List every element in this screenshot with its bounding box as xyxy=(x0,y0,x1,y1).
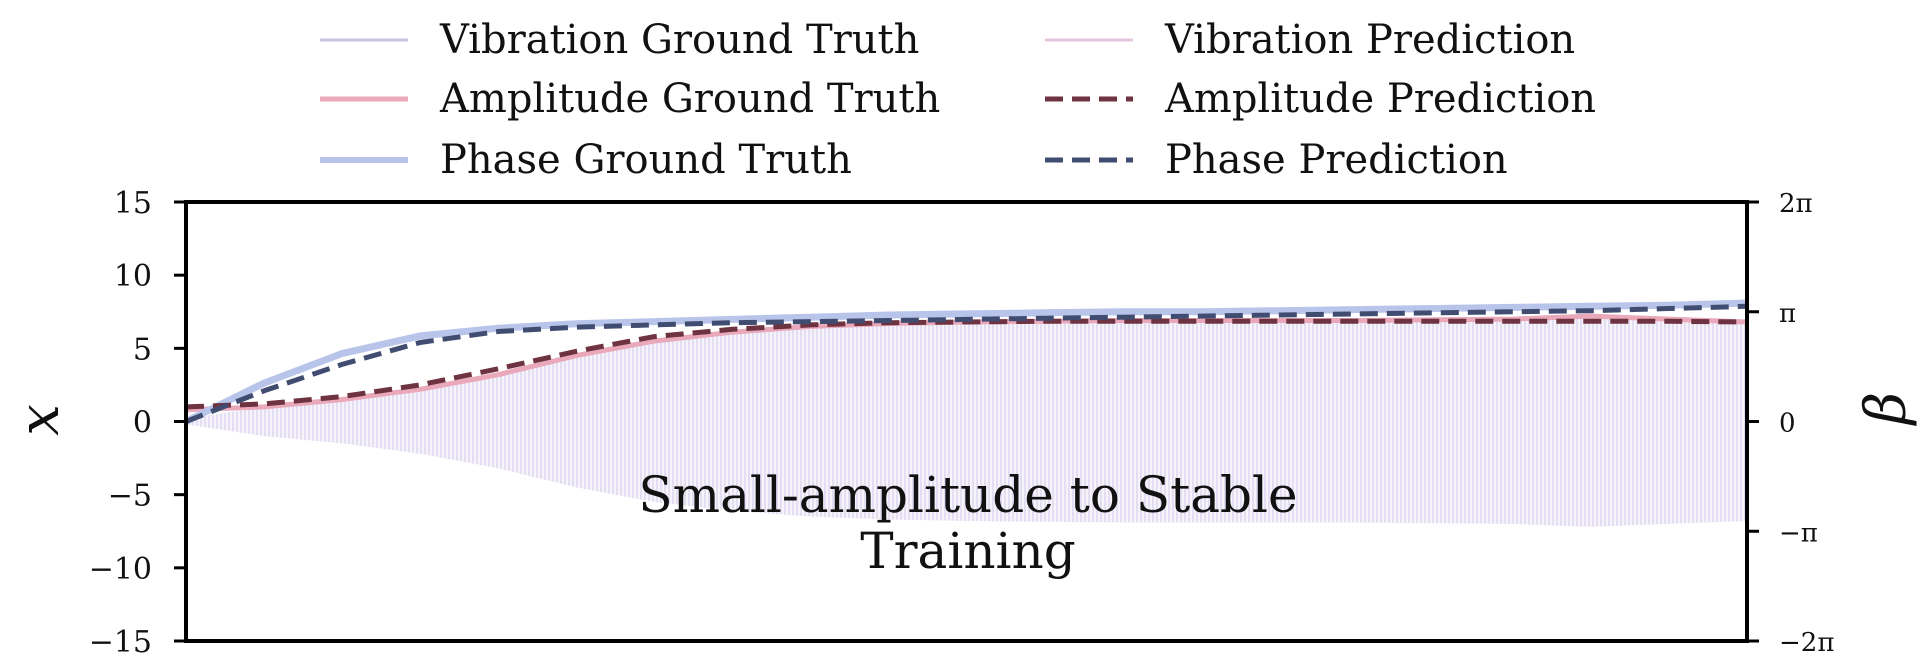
svg-text:Vibration Ground Truth: Vibration Ground Truth xyxy=(439,17,919,63)
right-tick-label: 0 xyxy=(1779,409,1796,439)
legend-item-phase-ground-truth: Phase Ground Truth xyxy=(320,137,852,183)
right-y-ticks: 2π π 0 −π −2π xyxy=(1747,189,1834,658)
svg-text:Phase Prediction: Phase Prediction xyxy=(1165,137,1508,183)
legend-item-vibration-prediction: Vibration Prediction xyxy=(1045,17,1575,63)
left-tick-label: −10 xyxy=(89,552,152,587)
right-tick-label: −π xyxy=(1779,518,1818,548)
left-tick-label: −15 xyxy=(89,625,152,660)
vibration-envelope xyxy=(186,316,1747,527)
svg-text:Phase Ground Truth: Phase Ground Truth xyxy=(440,137,852,183)
y-axis-label-right: β xyxy=(1854,392,1919,426)
right-tick-label: 2π xyxy=(1779,189,1813,219)
left-tick-label: 5 xyxy=(133,332,152,367)
legend: Vibration Ground Truth Vibration Predict… xyxy=(320,17,1596,183)
legend-item-phase-prediction: Phase Prediction xyxy=(1045,137,1508,183)
svg-text:Amplitude Prediction: Amplitude Prediction xyxy=(1164,76,1596,122)
legend-item-vibration-ground-truth: Vibration Ground Truth xyxy=(320,17,919,63)
left-tick-label: −5 xyxy=(108,479,152,514)
right-tick-label: −2π xyxy=(1779,628,1834,658)
left-y-ticks: 15 10 5 0 −5 −10 −15 xyxy=(89,186,186,660)
legend-item-amplitude-prediction: Amplitude Prediction xyxy=(1045,76,1596,122)
annotation-line-2: Training xyxy=(860,522,1075,580)
left-tick-label: 0 xyxy=(133,406,152,441)
series-amplitude-prediction xyxy=(185,318,1748,410)
left-tick-label: 15 xyxy=(114,186,152,221)
svg-text:Vibration Prediction: Vibration Prediction xyxy=(1164,17,1575,63)
svg-text:Amplitude Ground Truth: Amplitude Ground Truth xyxy=(439,76,940,122)
series-phase-ground-truth xyxy=(184,299,1748,425)
series-phase-prediction xyxy=(185,303,1748,424)
annotation-line-1: Small-amplitude to Stable xyxy=(638,466,1297,524)
y-axis-label-left: x xyxy=(7,404,72,436)
right-tick-label: π xyxy=(1779,299,1796,329)
legend-item-amplitude-ground-truth: Amplitude Ground Truth xyxy=(320,76,940,122)
left-tick-label: 10 xyxy=(114,259,152,294)
